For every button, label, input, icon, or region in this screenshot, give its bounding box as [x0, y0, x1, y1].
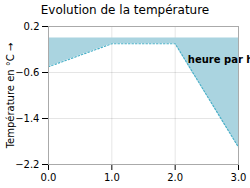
svg-text:−0.6: −0.6 — [15, 67, 39, 78]
svg-text:1.0: 1.0 — [104, 172, 120, 183]
svg-text:2.0: 2.0 — [167, 172, 183, 183]
svg-text:Température en °C →: Température en °C → — [5, 43, 16, 150]
svg-text:−2.2: −2.2 — [15, 159, 39, 170]
svg-text:0.0: 0.0 — [41, 172, 57, 183]
svg-text:3.0: 3.0 — [231, 172, 247, 183]
svg-text:−1.4: −1.4 — [15, 113, 39, 124]
svg-text:heure par heure: heure par heure — [188, 54, 250, 65]
html-text:Evolution de la température: Evolution de la température — [40, 3, 210, 17]
svg-text:0.2: 0.2 — [24, 21, 40, 32]
